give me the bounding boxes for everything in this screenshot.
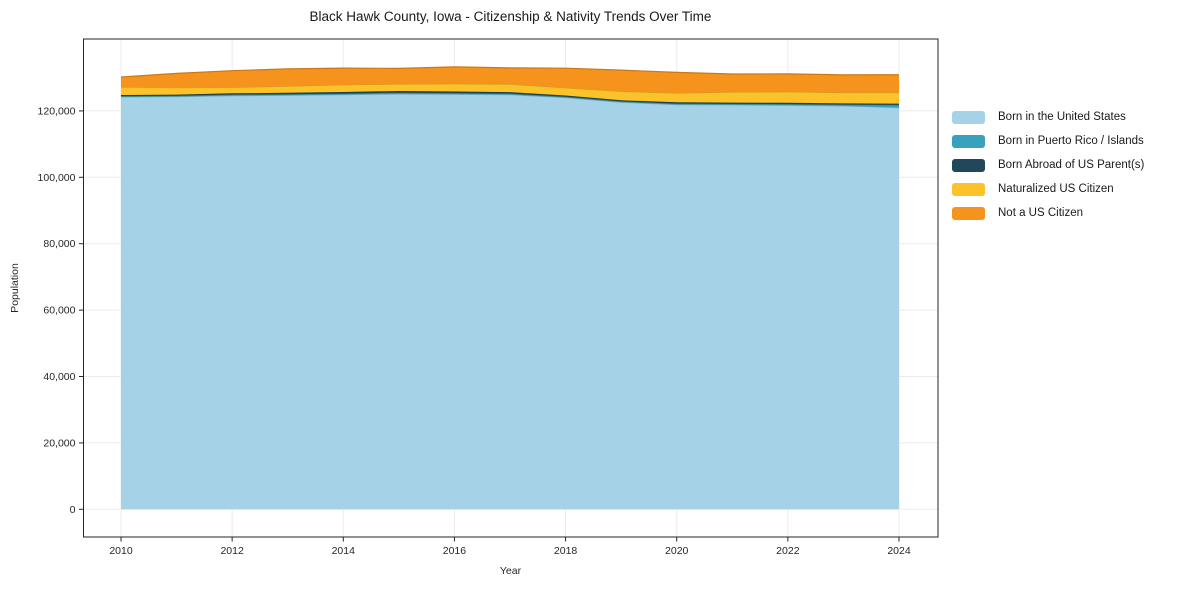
- legend-item: Naturalized US Citizen: [952, 182, 1144, 196]
- legend-swatch: [952, 158, 985, 172]
- plot-frame: [83, 38, 939, 538]
- legend-item: Not a US Citizen: [952, 206, 1144, 220]
- legend-swatch: [952, 134, 985, 148]
- legend-item: Born in Puerto Rico / Islands: [952, 134, 1144, 148]
- area-naturalized-us-citizen: [121, 83, 899, 104]
- x-tick-label: 2024: [887, 545, 911, 557]
- x-axis-label: Year: [499, 565, 522, 577]
- area-edge: [120, 66, 900, 78]
- legend: Born in the United States Born in Puerto …: [952, 110, 1144, 220]
- chart-title: Black Hawk County, Iowa - Citizenship & …: [309, 9, 712, 24]
- y-tick-label: 0: [70, 504, 76, 516]
- x-tick-label: 2012: [220, 545, 244, 557]
- x-tick-label: 2016: [443, 545, 467, 557]
- legend-swatch: [952, 110, 985, 124]
- legend-label: Naturalized US Citizen: [998, 183, 1114, 195]
- legend-label: Born in Puerto Rico / Islands: [998, 135, 1144, 147]
- x-tick-label: 2020: [665, 545, 689, 557]
- legend-label: Born in the United States: [998, 111, 1126, 123]
- legend-swatch: [952, 206, 985, 220]
- y-tick-label: 20,000: [43, 437, 75, 449]
- y-tick-label: 100,000: [38, 172, 76, 184]
- legend-label: Not a US Citizen: [998, 207, 1084, 219]
- y-tick-label: 40,000: [43, 371, 75, 383]
- y-tick-label: 60,000: [43, 305, 75, 317]
- x-tick-label: 2010: [109, 545, 133, 557]
- x-tick-label: 2022: [776, 545, 800, 557]
- y-tick-label: 80,000: [43, 238, 75, 250]
- area-born-in-the-united-states: [121, 94, 899, 510]
- legend-swatch: [952, 182, 985, 196]
- legend-label: Born Abroad of US Parent(s): [998, 159, 1145, 171]
- x-tick-label: 2018: [554, 545, 578, 557]
- legend-item: Born Abroad of US Parent(s): [952, 158, 1144, 172]
- x-tick-label: 2014: [332, 545, 356, 557]
- legend-item: Born in the United States: [952, 110, 1144, 124]
- y-tick-label: 120,000: [38, 105, 76, 117]
